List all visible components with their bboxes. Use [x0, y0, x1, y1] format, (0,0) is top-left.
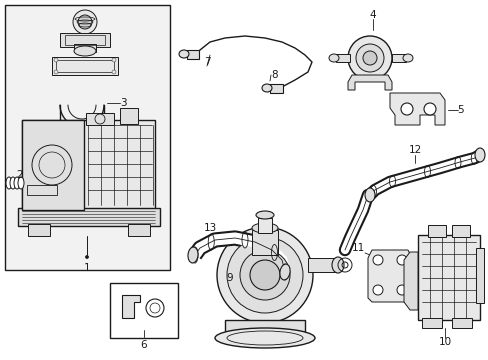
Bar: [391, 54, 405, 62]
Circle shape: [226, 237, 303, 313]
Bar: [18, 208, 160, 226]
Bar: [56, 60, 114, 72]
Ellipse shape: [14, 177, 20, 189]
Ellipse shape: [331, 257, 343, 273]
Text: 10: 10: [438, 337, 450, 347]
Circle shape: [73, 10, 97, 34]
Circle shape: [347, 36, 391, 80]
Text: 9: 9: [226, 273, 233, 283]
Bar: [52, 57, 118, 75]
Ellipse shape: [187, 247, 198, 263]
Bar: [86, 113, 114, 125]
Bar: [258, 218, 271, 233]
Bar: [251, 230, 278, 255]
Ellipse shape: [10, 177, 16, 189]
Ellipse shape: [364, 188, 374, 202]
Bar: [307, 258, 335, 272]
Text: 2: 2: [17, 170, 23, 180]
Text: 4: 4: [369, 10, 376, 20]
Bar: [451, 225, 469, 237]
Ellipse shape: [402, 54, 412, 62]
Bar: [451, 318, 471, 328]
Text: 5: 5: [456, 105, 462, 115]
Bar: [120, 108, 138, 124]
Circle shape: [217, 227, 312, 323]
Text: 1: 1: [83, 263, 90, 273]
Bar: [28, 224, 50, 236]
Text: 8: 8: [271, 70, 278, 80]
Ellipse shape: [256, 211, 273, 219]
Ellipse shape: [279, 264, 289, 280]
Circle shape: [396, 255, 406, 265]
Bar: [417, 235, 479, 320]
Ellipse shape: [179, 50, 189, 58]
Circle shape: [372, 255, 382, 265]
Bar: [65, 35, 105, 45]
Circle shape: [249, 260, 280, 290]
Circle shape: [372, 285, 382, 295]
Bar: [128, 224, 150, 236]
Circle shape: [400, 103, 412, 115]
Bar: [427, 225, 445, 237]
Text: 3: 3: [120, 98, 126, 108]
Circle shape: [112, 58, 116, 62]
Ellipse shape: [262, 84, 271, 92]
Ellipse shape: [251, 223, 278, 233]
Text: 11: 11: [351, 243, 364, 253]
Polygon shape: [347, 75, 391, 90]
Circle shape: [112, 70, 116, 74]
Bar: [22, 120, 84, 210]
Circle shape: [54, 58, 58, 62]
Bar: [27, 185, 57, 195]
Polygon shape: [403, 252, 417, 310]
Ellipse shape: [474, 148, 484, 162]
Bar: [186, 50, 199, 59]
Bar: [224, 320, 305, 332]
Circle shape: [85, 256, 88, 258]
Ellipse shape: [18, 177, 24, 189]
Circle shape: [146, 299, 163, 317]
Bar: [110, 283, 178, 338]
Ellipse shape: [6, 177, 12, 189]
Ellipse shape: [215, 328, 314, 348]
Bar: [74, 44, 96, 52]
Circle shape: [362, 51, 376, 65]
Bar: [5, 5, 170, 270]
Circle shape: [240, 250, 289, 300]
Text: 6: 6: [141, 340, 147, 350]
Ellipse shape: [328, 54, 338, 62]
Bar: [269, 84, 283, 93]
Polygon shape: [389, 93, 444, 125]
Bar: [475, 248, 483, 303]
Bar: [60, 33, 110, 47]
Ellipse shape: [74, 46, 96, 56]
Text: 13: 13: [203, 223, 216, 233]
Circle shape: [54, 70, 58, 74]
Polygon shape: [122, 295, 140, 318]
Circle shape: [78, 15, 92, 29]
Circle shape: [396, 285, 406, 295]
Text: 7: 7: [203, 57, 210, 67]
Bar: [22, 120, 155, 210]
Polygon shape: [367, 250, 411, 302]
Bar: [421, 318, 441, 328]
Circle shape: [423, 103, 435, 115]
Text: 12: 12: [407, 145, 421, 155]
Circle shape: [150, 303, 160, 313]
Circle shape: [355, 44, 383, 72]
Bar: [335, 54, 349, 62]
